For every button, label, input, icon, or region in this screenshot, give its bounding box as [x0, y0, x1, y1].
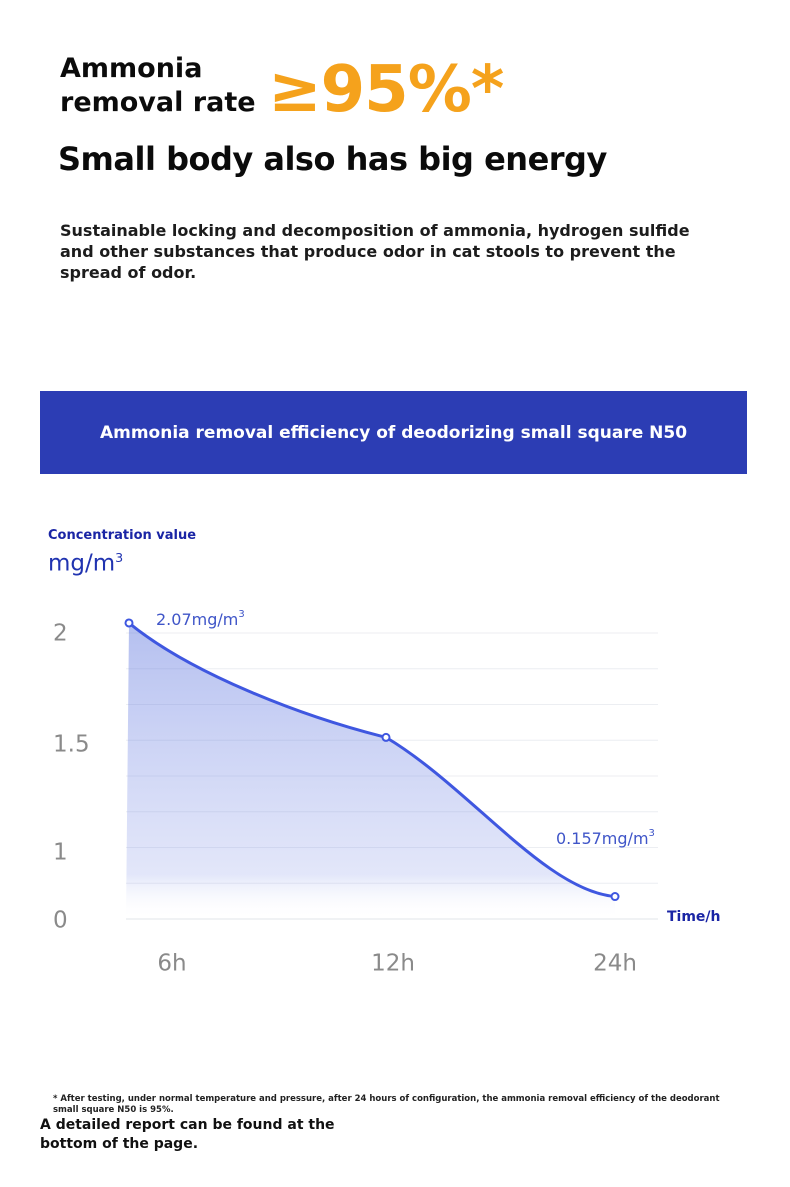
data-label-sup: 3: [649, 828, 655, 839]
y-tick-label: 1.5: [53, 732, 90, 758]
headline-label-line2: removal rate: [60, 87, 256, 118]
chart-banner: Ammonia removal efficiency of deodorizin…: [40, 391, 747, 474]
headline-label-line1: Ammonia: [60, 53, 203, 84]
y-tick-label: 0: [53, 908, 68, 934]
y-axis-unit-sup: 3: [115, 550, 124, 565]
data-point: [124, 618, 134, 628]
y-axis-label: Concentration value: [48, 528, 197, 543]
y-tick-label: 1: [53, 840, 68, 866]
y-tick-label: 2: [53, 621, 68, 647]
y-axis-unit-text: mg/m: [48, 550, 116, 577]
x-tick-label: 12h: [371, 951, 415, 977]
data-label: 2.07mg/m3: [156, 609, 245, 629]
data-point: [610, 892, 620, 902]
x-tick-label: 24h: [593, 951, 637, 977]
banner-title: Ammonia removal efficiency of deodorizin…: [99, 422, 688, 443]
report-note: A detailed report can be found at the bo…: [40, 1117, 335, 1152]
x-axis-label: Time/h: [667, 909, 721, 925]
footnote: * After testing, under normal temperatur…: [53, 1094, 720, 1115]
data-label-text: 2.07mg/m: [156, 610, 238, 629]
x-tick-label: 6h: [157, 951, 186, 977]
headline-rate: ≥95%*: [268, 53, 504, 127]
y-axis-unit: mg/m3: [48, 550, 123, 577]
data-label-sup: 3: [238, 609, 244, 620]
headline-label: Ammonia removal rate: [60, 52, 260, 120]
headline-tagline: Small body also has big energy: [58, 140, 607, 178]
data-label: 0.157mg/m3: [556, 828, 655, 848]
data-point: [381, 732, 391, 742]
data-label-text: 0.157mg/m: [556, 829, 649, 848]
description-text: Sustainable locking and decomposition of…: [60, 221, 690, 282]
area-fill: [126, 622, 615, 919]
